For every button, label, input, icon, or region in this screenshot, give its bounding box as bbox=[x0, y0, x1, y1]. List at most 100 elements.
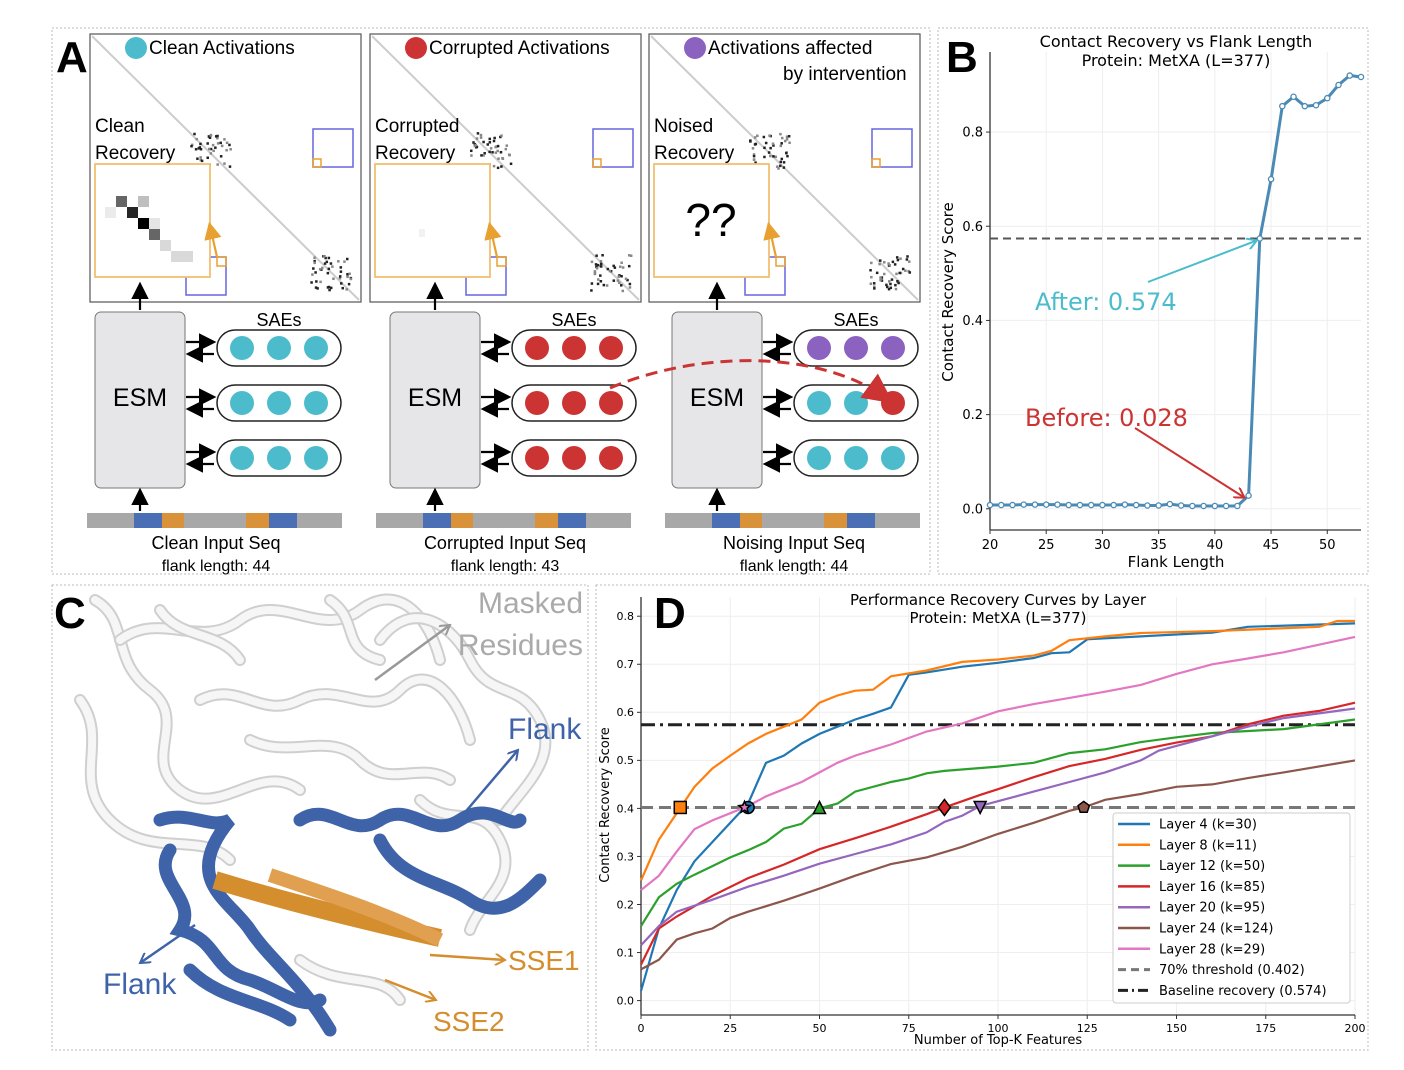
sae-feature-dot bbox=[562, 336, 586, 360]
sae-feature-dot bbox=[881, 336, 905, 360]
contact-point bbox=[885, 283, 888, 287]
contact-point bbox=[779, 132, 782, 136]
contact-point bbox=[345, 288, 348, 291]
contact-point bbox=[488, 150, 491, 154]
seq-label: Clean Input Seq bbox=[151, 533, 280, 553]
contact-point bbox=[785, 138, 789, 141]
contact-point bbox=[907, 269, 910, 273]
panel-b: 20 25 30 35 40 45 50 0.0 0.2 0.4 0.6 0.8 Contact Rec… bbox=[939, 32, 1365, 571]
contact-point bbox=[207, 135, 211, 138]
contact-point bbox=[195, 137, 198, 141]
contact-point bbox=[771, 142, 775, 146]
contact-point bbox=[216, 142, 220, 145]
contact-point bbox=[495, 145, 498, 148]
zoom-arrow bbox=[204, 221, 222, 258]
contact-point bbox=[489, 147, 493, 150]
data-point bbox=[1144, 502, 1151, 509]
flank-ribbon bbox=[158, 843, 327, 1010]
contact-point bbox=[488, 141, 492, 144]
series-line bbox=[640, 718, 1356, 927]
y-tick-label: 0.7 bbox=[617, 658, 635, 671]
sae-feature-dot bbox=[230, 446, 254, 470]
recovery-inset bbox=[94, 163, 211, 278]
chart-title: Performance Recovery Curves by Layer bbox=[850, 591, 1147, 609]
contact-point bbox=[882, 272, 886, 276]
contact-point bbox=[628, 286, 632, 289]
contact-point bbox=[895, 256, 899, 259]
x-tick-label: 200 bbox=[1345, 1022, 1366, 1035]
contact-point bbox=[880, 279, 884, 282]
contact-point bbox=[314, 271, 317, 274]
contact-point bbox=[343, 260, 346, 263]
contact-point bbox=[340, 282, 343, 285]
contact-point bbox=[194, 147, 198, 151]
contact-point bbox=[206, 142, 209, 145]
contact-point bbox=[190, 143, 194, 147]
threshold-marker bbox=[673, 800, 688, 815]
contact-point bbox=[475, 145, 479, 149]
y-tick-label: 0.0 bbox=[617, 994, 635, 1007]
data-point bbox=[1076, 501, 1084, 509]
contact-point bbox=[223, 162, 226, 165]
contact-point bbox=[749, 140, 752, 143]
contact-point bbox=[617, 275, 620, 278]
legend-label: Layer 24 (k=124) bbox=[1159, 922, 1273, 937]
sae-feature-dot bbox=[599, 336, 623, 360]
contact-point bbox=[219, 141, 222, 145]
contact-point bbox=[785, 151, 788, 155]
sse-segment bbox=[246, 513, 269, 528]
contact-point bbox=[599, 262, 603, 266]
contact-point bbox=[875, 271, 879, 275]
contact-point bbox=[754, 142, 758, 146]
flank-ribbon bbox=[153, 810, 337, 1037]
data-point bbox=[1020, 501, 1027, 508]
contact-point bbox=[596, 263, 600, 267]
sae-feature-dot bbox=[525, 391, 549, 415]
contact-point bbox=[326, 286, 330, 289]
contact-point bbox=[229, 148, 232, 151]
contact-point bbox=[769, 154, 772, 158]
contact-point bbox=[323, 262, 327, 265]
masked-residue-ribbon bbox=[76, 696, 234, 864]
contact-point bbox=[190, 144, 193, 148]
sae-feature-dot bbox=[881, 391, 905, 415]
y-tick-label: 0.2 bbox=[962, 408, 983, 423]
data-point bbox=[1245, 492, 1252, 499]
contact-point bbox=[780, 142, 783, 145]
annotation-arrow bbox=[1147, 240, 1257, 283]
contact-point bbox=[346, 257, 349, 261]
contact-point bbox=[482, 140, 485, 144]
sae-feature-dot bbox=[304, 391, 328, 415]
data-point bbox=[1099, 501, 1106, 509]
contact-point bbox=[472, 141, 475, 144]
contact-point bbox=[779, 164, 782, 168]
panel-d-frame bbox=[595, 584, 1369, 1051]
data-point bbox=[1042, 501, 1050, 508]
input-seq-1: Corrupted Input Seq flank length: 43 bbox=[376, 513, 631, 575]
sae-feature-dot bbox=[525, 336, 549, 360]
contact-point bbox=[888, 264, 892, 267]
contact-point bbox=[208, 147, 211, 151]
contact-point bbox=[199, 147, 203, 151]
flank-segment bbox=[269, 513, 297, 528]
threshold-marker bbox=[736, 799, 753, 814]
contact-point bbox=[349, 277, 353, 281]
contact-point bbox=[593, 271, 597, 275]
y-tick-label: 0.5 bbox=[617, 754, 635, 767]
contact-point bbox=[751, 147, 755, 150]
flank-length-label: flank length: 44 bbox=[740, 558, 849, 575]
masked-residue-ribbon bbox=[156, 606, 244, 664]
contact-point bbox=[500, 134, 503, 137]
contact-point bbox=[326, 271, 330, 275]
contact-point bbox=[906, 255, 909, 258]
sse2-strand bbox=[267, 868, 444, 947]
contact-point bbox=[324, 256, 327, 260]
threshold-marker bbox=[1077, 800, 1091, 814]
contact-point bbox=[894, 287, 898, 291]
data-point bbox=[1324, 94, 1331, 102]
sae-feature-dot bbox=[599, 446, 623, 470]
legend-label: Layer 8 (k=11) bbox=[1159, 838, 1257, 853]
contact-point bbox=[786, 154, 789, 158]
series-line bbox=[640, 707, 1356, 947]
inset-cell bbox=[182, 251, 193, 262]
